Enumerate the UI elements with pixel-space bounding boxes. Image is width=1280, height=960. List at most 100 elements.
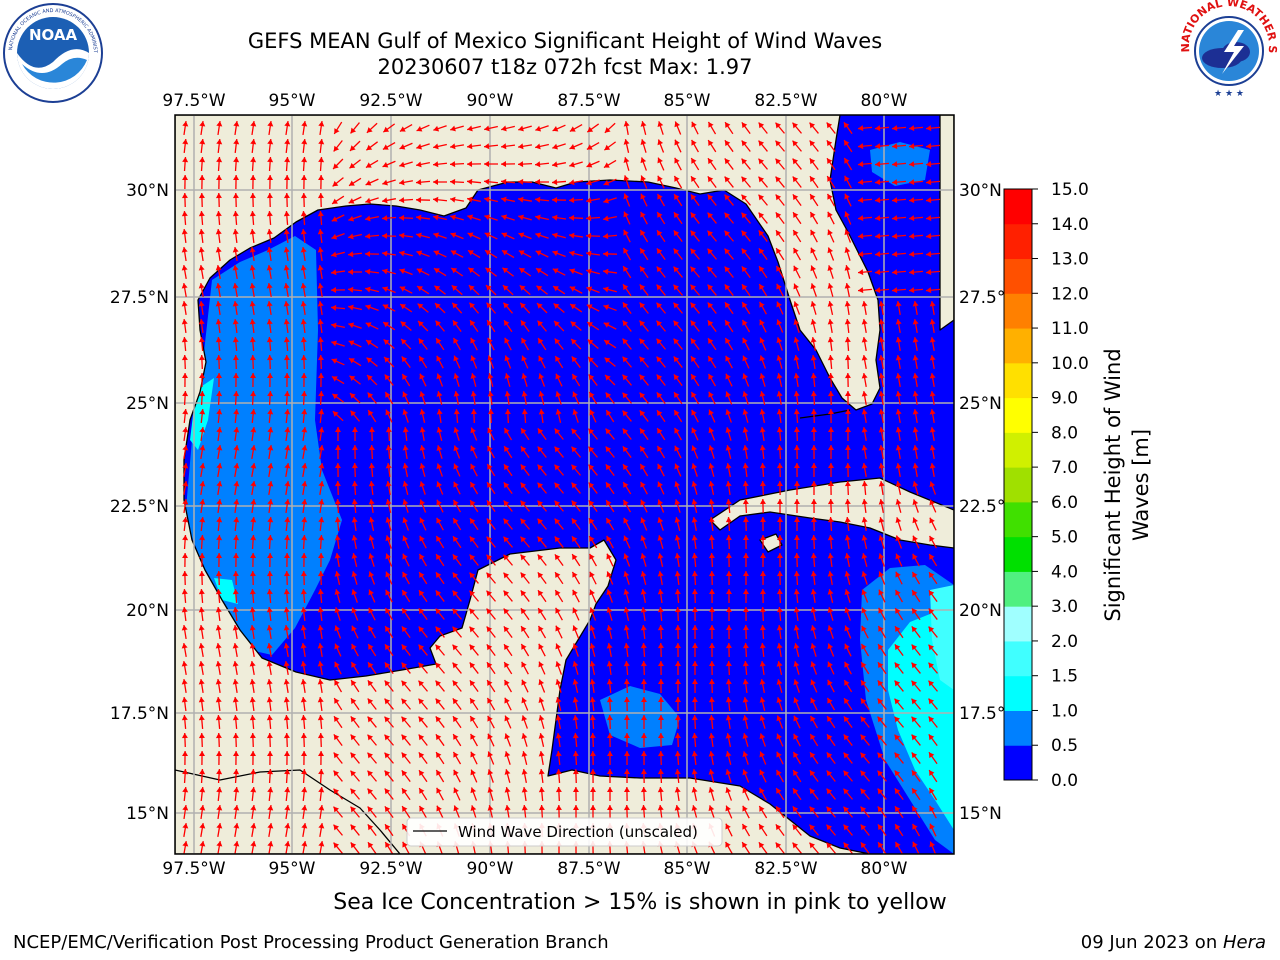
wave-direction-arrow [827, 516, 834, 532]
wave-direction-arrow [384, 607, 394, 621]
wave-direction-arrow [537, 536, 547, 548]
wave-direction-arrow [181, 570, 188, 586]
wave-direction-arrow [418, 680, 428, 692]
lon-tick-label-bottom: 85°W [664, 859, 711, 879]
wave-direction-arrow [199, 174, 206, 190]
wave-direction-arrow [724, 319, 734, 333]
wave-direction-arrow [844, 229, 852, 243]
wave-direction-arrow [418, 355, 428, 369]
wave-direction-arrow [742, 733, 749, 747]
wave-direction-arrow [894, 607, 904, 621]
wave-direction-arrow [182, 840, 189, 854]
wave-direction-arrow [570, 320, 582, 332]
wave-direction-arrow [487, 445, 495, 459]
wave-direction-arrow [759, 624, 766, 640]
wave-direction-arrow [418, 626, 428, 638]
wave-direction-arrow [466, 143, 482, 150]
wave-direction-arrow [250, 426, 257, 442]
wave-direction-arrow [810, 516, 817, 532]
wave-direction-arrow [469, 572, 479, 584]
wave-direction-arrow [657, 624, 664, 640]
wave-direction-arrow [925, 251, 941, 258]
lat-tick-label-right: 25°N [959, 394, 1002, 414]
wave-direction-arrow [233, 516, 240, 532]
wave-direction-arrow [300, 300, 307, 316]
wave-direction-arrow [364, 250, 380, 257]
wave-direction-arrow [895, 462, 902, 478]
wave-direction-arrow [874, 215, 890, 222]
wave-direction-arrow [552, 232, 566, 239]
wave-direction-arrow [317, 318, 324, 334]
wave-direction-arrow [215, 696, 222, 712]
wave-direction-arrow [317, 246, 324, 262]
wave-direction-arrow [586, 304, 600, 312]
wave-direction-arrow [826, 788, 836, 800]
wave-direction-arrow [250, 156, 257, 172]
wave-direction-arrow [691, 805, 698, 819]
wave-direction-arrow [572, 391, 580, 405]
wave-direction-arrow [555, 409, 562, 423]
wave-direction-arrow [199, 408, 206, 424]
ice-note: Sea Ice Concentration > 15% is shown in … [333, 890, 947, 915]
wave-direction-arrow [452, 553, 462, 567]
wave-direction-arrow [385, 535, 392, 549]
wave-direction-arrow [895, 300, 902, 316]
wave-direction-arrow [501, 214, 515, 221]
wave-direction-arrow [249, 336, 256, 352]
wave-direction-arrow [215, 714, 222, 730]
wave-direction-arrow [467, 214, 481, 221]
wave-direction-arrow [691, 517, 698, 531]
wave-direction-arrow [586, 268, 600, 275]
wave-direction-arrow [603, 215, 617, 222]
wave-direction-arrow [860, 661, 870, 675]
wave-direction-arrow [317, 624, 324, 640]
wave-direction-arrow [691, 427, 699, 441]
wave-direction-arrow [623, 732, 630, 748]
wave-direction-arrow [284, 516, 291, 532]
wave-direction-arrow [233, 534, 240, 550]
wave-direction-arrow [283, 228, 290, 244]
wave-direction-arrow [554, 355, 564, 369]
wave-direction-arrow [606, 535, 614, 549]
wave-direction-arrow [826, 193, 836, 207]
wave-direction-arrow [776, 426, 783, 442]
wave-direction-arrow [793, 534, 800, 550]
wave-direction-arrow [908, 161, 924, 168]
wave-direction-arrow [317, 300, 324, 316]
wave-direction-arrow [640, 732, 647, 748]
wave-direction-arrow [418, 716, 428, 728]
wave-direction-arrow [861, 625, 869, 639]
wave-direction-arrow [415, 179, 431, 186]
wave-direction-arrow [284, 156, 291, 172]
wave-direction-arrow [674, 606, 681, 622]
wave-direction-arrow [928, 680, 938, 692]
wave-direction-arrow [928, 626, 938, 638]
wave-direction-arrow [793, 337, 800, 351]
wave-direction-arrow [249, 354, 256, 370]
wave-direction-arrow [266, 732, 273, 748]
wave-direction-arrow [367, 392, 377, 404]
wave-direction-arrow [233, 426, 240, 442]
wave-direction-arrow [639, 320, 649, 332]
wave-direction-arrow [843, 752, 853, 764]
wave-direction-arrow [741, 283, 751, 297]
lat-tick-label-left: 17.5°N [110, 704, 169, 724]
wave-direction-arrow [317, 228, 324, 244]
colorbar [1004, 189, 1032, 781]
wave-direction-arrow [586, 142, 600, 150]
wave-direction-arrow [283, 714, 290, 730]
wave-direction-arrow [436, 391, 443, 405]
wave-direction-arrow [657, 696, 664, 712]
wave-direction-arrow [216, 408, 223, 424]
wave-direction-arrow [367, 661, 377, 675]
wave-direction-arrow [674, 463, 682, 477]
wave-direction-arrow [317, 192, 324, 208]
wave-direction-arrow [826, 806, 836, 818]
wave-direction-arrow [554, 338, 564, 350]
wave-direction-arrow [606, 696, 613, 712]
wave-direction-arrow [215, 624, 222, 640]
wave-direction-arrow [908, 269, 924, 276]
wave-direction-arrow [332, 410, 344, 422]
wave-direction-arrow [589, 589, 597, 603]
wave-direction-arrow [857, 161, 873, 168]
